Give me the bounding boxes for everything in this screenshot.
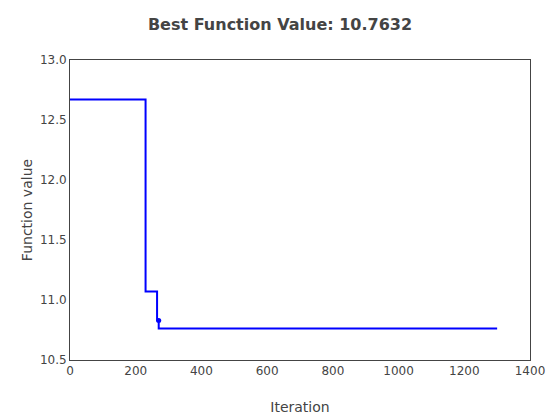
svg-text:Function value: Function value (19, 159, 35, 261)
svg-text:200: 200 (124, 364, 147, 378)
svg-text:Best Function Value: 10.7632: Best Function Value: 10.7632 (148, 15, 412, 34)
svg-text:11.5: 11.5 (40, 233, 67, 247)
svg-text:400: 400 (190, 364, 213, 378)
svg-text:10.5: 10.5 (40, 353, 67, 367)
svg-text:12.0: 12.0 (40, 173, 67, 187)
svg-text:12.5: 12.5 (40, 113, 67, 127)
svg-text:11.0: 11.0 (40, 293, 67, 307)
svg-text:800: 800 (321, 364, 344, 378)
svg-text:Iteration: Iteration (270, 399, 329, 415)
svg-text:1000: 1000 (383, 364, 414, 378)
svg-text:0: 0 (66, 364, 74, 378)
svg-text:13.0: 13.0 (40, 53, 67, 67)
svg-text:1400: 1400 (515, 364, 546, 378)
svg-text:1200: 1200 (449, 364, 480, 378)
svg-text:600: 600 (256, 364, 279, 378)
